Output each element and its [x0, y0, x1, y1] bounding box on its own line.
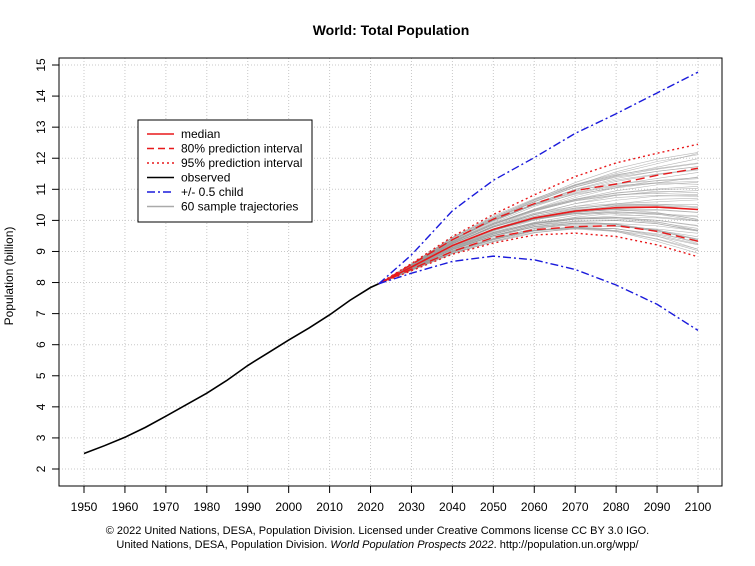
x-tick-label: 2050	[480, 500, 507, 514]
y-tick-label: 13	[34, 120, 48, 134]
y-tick-label: 5	[34, 372, 48, 379]
citation-line: United Nations, DESA, Population Divisio…	[0, 538, 755, 552]
-0-5-child-lower-line	[378, 255, 699, 331]
sample-trajectory-line	[378, 177, 699, 285]
legend-label: median	[181, 127, 220, 141]
copyright-line: © 2022 United Nations, DESA, Population …	[105, 525, 650, 537]
y-tick-label: 7	[34, 310, 48, 317]
x-tick-label: 1970	[153, 500, 180, 514]
median-line	[378, 206, 699, 285]
y-tick-label: 11	[34, 183, 48, 196]
x-tick-label: 1990	[234, 500, 261, 514]
sample-trajectory-line	[378, 217, 699, 285]
legend-label: observed	[181, 171, 230, 185]
80-prediction-interval-lower-line	[378, 224, 699, 285]
x-tick-label: 1960	[112, 500, 139, 514]
y-tick-label: 8	[34, 279, 48, 286]
y-tick-label: 6	[34, 341, 48, 348]
x-tick-label: 2080	[603, 500, 630, 514]
y-tick-label: 14	[34, 89, 48, 103]
y-axis-label: Population (billion)	[2, 227, 16, 326]
series-lines	[83, 71, 699, 455]
sample-trajectory-line	[378, 220, 699, 285]
y-tick-label: 10	[34, 213, 48, 227]
sample-trajectory-line	[378, 212, 699, 285]
sample-trajectory-line	[378, 194, 699, 285]
80-prediction-interval-upper-line	[378, 167, 699, 285]
citation-title: World Population Prospects 2022	[330, 539, 494, 551]
x-tick-label: 1950	[71, 500, 98, 514]
y-tick-label: 15	[34, 58, 48, 72]
x-tick-label: 2010	[316, 500, 343, 514]
axis-ticks: 1950 1960 1970 1980 1990 2000 2010 2020 2030 2040…	[34, 58, 712, 514]
grid-lines	[59, 58, 722, 486]
x-tick-label: 2030	[398, 500, 425, 514]
legend-label: 95% prediction interval	[181, 156, 302, 170]
sample-trajectory-line	[378, 213, 699, 285]
citation-prefix: United Nations, DESA, Population Divisio…	[116, 539, 331, 551]
y-tick-label: 12	[34, 151, 48, 165]
y-tick-label: 4	[34, 403, 48, 410]
sample-trajectory-line	[378, 178, 699, 285]
chart-title: World: Total Population	[313, 22, 470, 38]
sample-trajectory-line	[378, 182, 699, 285]
-0-5-child-upper-line	[378, 71, 699, 285]
y-tick-label: 2	[34, 465, 48, 472]
x-tick-label: 1980	[193, 500, 220, 514]
sample-trajectory-line	[378, 152, 699, 285]
x-tick-label: 2090	[644, 500, 671, 514]
observed-line	[83, 283, 380, 455]
legend-box	[137, 119, 313, 223]
y-tick-label: 9	[34, 248, 48, 255]
plot-frame	[58, 57, 723, 487]
x-tick-label: 2040	[439, 500, 466, 514]
x-tick-label: 2060	[521, 500, 548, 514]
x-tick-label: 2020	[357, 500, 384, 514]
sample-trajectory-line	[378, 197, 699, 285]
sample-trajectory-line	[378, 217, 699, 285]
legend-label: 60 sample trajectories	[181, 200, 298, 214]
legend-label: 80% prediction interval	[181, 142, 302, 156]
y-tick-label: 3	[34, 434, 48, 441]
legend-label: +/- 0.5 child	[181, 185, 243, 199]
x-tick-label: 2100	[685, 500, 712, 514]
x-tick-label: 2000	[275, 500, 302, 514]
sample-trajectory-line	[378, 211, 699, 285]
citation-suffix: . http://population.un.org/wpp/	[493, 539, 639, 551]
x-tick-label: 2070	[562, 500, 589, 514]
95-prediction-interval-upper-line	[378, 143, 699, 285]
